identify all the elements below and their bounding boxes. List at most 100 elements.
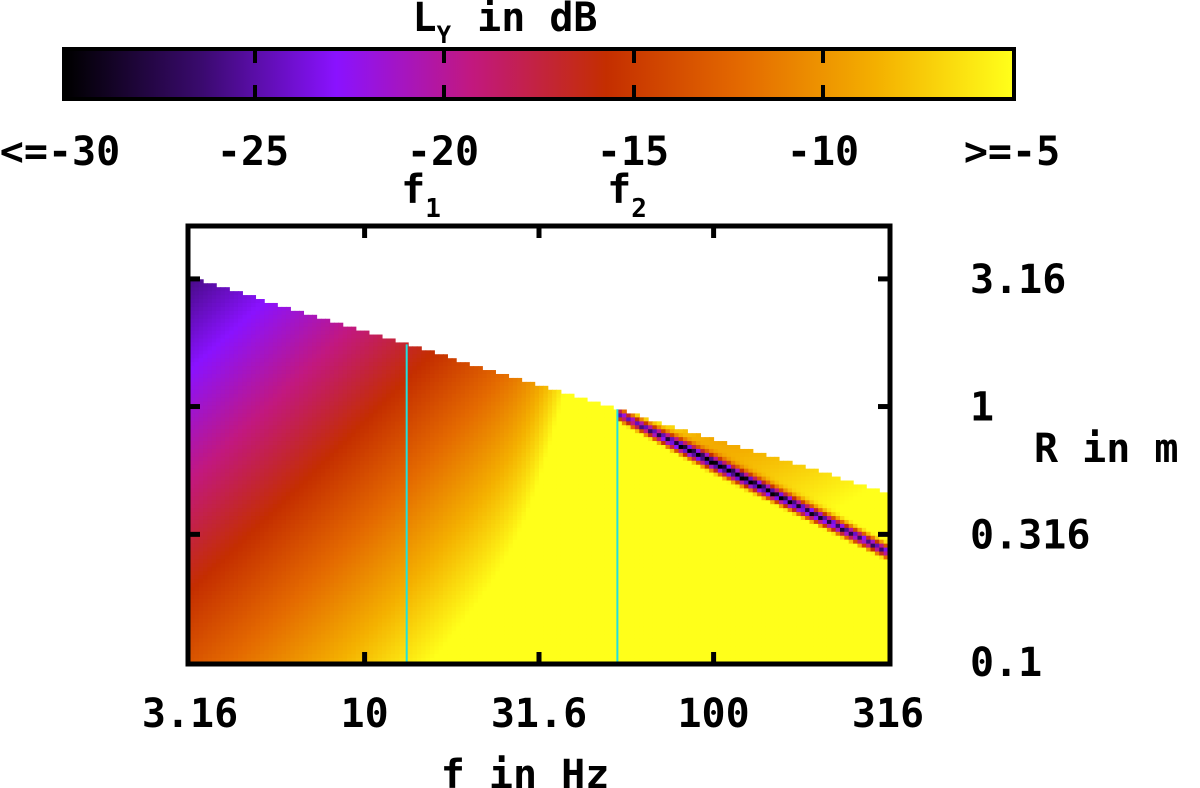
heatmap-cell — [233, 492, 239, 497]
heatmap-cell — [307, 519, 313, 525]
heatmap-cell — [259, 409, 265, 415]
heatmap-cell — [207, 452, 213, 458]
heatmap-cell — [381, 630, 387, 635]
heatmap-cell — [325, 516, 331, 521]
heatmap-cell — [333, 642, 339, 647]
heatmap-cell — [338, 346, 344, 351]
heatmap-cell — [246, 342, 252, 347]
heatmap-cell — [373, 523, 379, 529]
heatmap-cell — [329, 429, 335, 434]
heatmap-cell — [246, 504, 252, 509]
heatmap-cell — [355, 366, 361, 371]
heatmap-cell — [320, 476, 326, 482]
heatmap-cell — [242, 314, 248, 320]
heatmap-cell — [237, 346, 243, 351]
heatmap-cell — [299, 658, 305, 662]
heatmap-cell — [220, 496, 226, 501]
heatmap-cell — [434, 488, 440, 493]
heatmap-cell — [320, 571, 326, 576]
heatmap-cell — [355, 433, 361, 438]
heatmap-cell — [355, 606, 361, 612]
heatmap-cell — [421, 559, 427, 564]
heatmap-cell — [224, 310, 230, 316]
heatmap-cell — [408, 456, 414, 462]
heatmap-cell — [360, 409, 366, 415]
heatmap-cell — [294, 598, 300, 604]
heatmap-cell — [381, 464, 387, 470]
heatmap-cell — [220, 389, 226, 395]
heatmap-cell — [329, 567, 335, 572]
heatmap-cell — [342, 456, 348, 462]
heatmap-cell — [412, 555, 418, 561]
heatmap-cell — [255, 626, 261, 632]
heatmap-cell — [207, 618, 213, 624]
heatmap-cell — [342, 397, 348, 403]
heatmap-cell — [416, 441, 422, 446]
heatmap-cell — [224, 488, 230, 493]
heatmap-cell — [351, 334, 357, 340]
heatmap-cell — [207, 405, 213, 411]
heatmap-cell — [307, 559, 313, 564]
heatmap-cell — [434, 516, 440, 521]
heatmap-cell — [194, 583, 200, 588]
heatmap-cell — [259, 658, 265, 662]
heatmap-cell — [211, 512, 217, 517]
heatmap-cell — [237, 504, 243, 509]
heatmap-cell — [316, 350, 322, 355]
heatmap-cell — [386, 456, 392, 462]
heatmap-cell — [285, 658, 291, 662]
heatmap-cell — [246, 460, 252, 466]
heatmap-cell — [325, 322, 331, 328]
heatmap-cell — [338, 322, 344, 328]
heatmap-cell — [364, 445, 370, 450]
heatmap-cell — [268, 519, 274, 525]
heatmap-cell — [421, 555, 427, 561]
heatmap-cell — [272, 575, 278, 580]
heatmap-cell — [373, 370, 379, 375]
heatmap-cell — [329, 425, 335, 430]
heatmap-cell — [264, 555, 270, 561]
heatmap-cell — [373, 484, 379, 489]
heatmap-cell — [277, 370, 283, 375]
heatmap-cell — [229, 370, 235, 375]
heatmap-cell — [338, 602, 344, 608]
heatmap-cell — [242, 425, 248, 430]
heatmap-cell — [264, 567, 270, 572]
heatmap-cell — [333, 433, 339, 438]
heatmap-cell — [216, 472, 222, 478]
heatmap-cell — [381, 559, 387, 564]
heatmap-cell — [233, 381, 239, 387]
heatmap-cell — [237, 314, 243, 320]
heatmap-cell — [360, 508, 366, 513]
heatmap-cell — [285, 464, 291, 470]
heatmap-cell — [303, 405, 309, 411]
heatmap-cell — [368, 559, 374, 564]
heatmap-cell — [377, 583, 383, 588]
heatmap-cell — [207, 299, 213, 304]
heatmap-cell — [360, 460, 366, 466]
heatmap-cell — [381, 397, 387, 403]
heatmap-cell — [355, 362, 361, 367]
heatmap-cell — [312, 512, 318, 517]
heatmap-cell — [303, 519, 309, 525]
heatmap-cell — [386, 492, 392, 497]
heatmap-cell — [216, 602, 222, 608]
heatmap-cell — [259, 421, 265, 426]
heatmap-cell — [259, 523, 265, 529]
heatmap-cell — [211, 587, 217, 592]
heatmap-cell — [312, 389, 318, 395]
heatmap-cell — [290, 452, 296, 458]
heatmap-cell — [203, 579, 209, 584]
heatmap-cell — [429, 512, 435, 517]
heatmap-cell — [290, 448, 296, 454]
heatmap-cell — [190, 291, 195, 296]
heatmap-cell — [395, 397, 400, 403]
heatmap-cell — [194, 409, 200, 415]
heatmap-cell — [255, 634, 261, 639]
heatmap-cell — [294, 555, 300, 561]
heatmap-cell — [320, 488, 326, 493]
heatmap-cell — [412, 393, 418, 399]
heatmap-cell — [360, 519, 366, 525]
heatmap-cell — [342, 590, 348, 596]
heatmap-cell — [285, 602, 291, 608]
